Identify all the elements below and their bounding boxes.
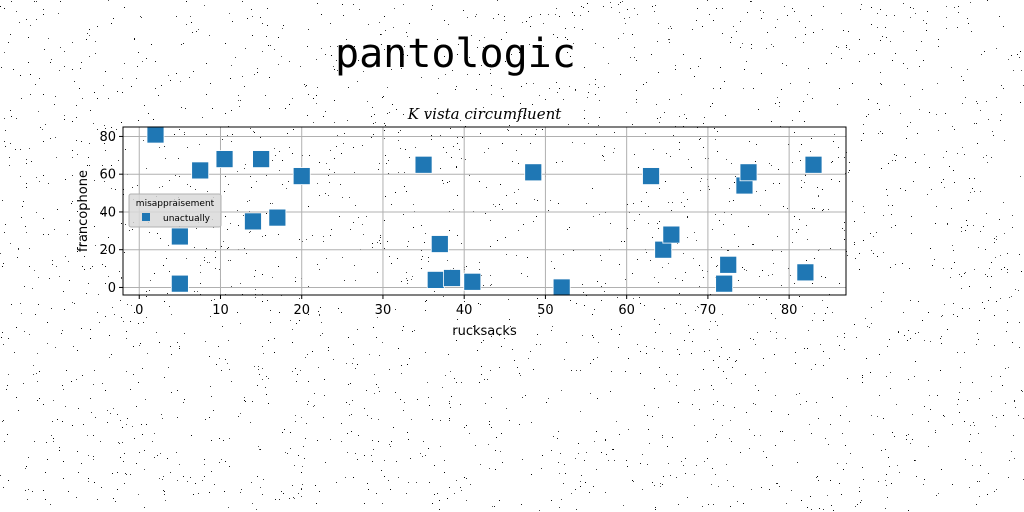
scatter-point — [662, 225, 681, 244]
y-tick-label: 40 — [99, 205, 116, 220]
scatter-point — [552, 278, 571, 297]
x-tick-label: 20 — [293, 303, 310, 318]
scatter-point — [292, 167, 311, 185]
scatter-point — [215, 150, 234, 168]
x-tick-label: 0 — [135, 303, 143, 318]
scatter-point — [191, 161, 210, 180]
legend-box — [128, 193, 222, 228]
scatter-point — [430, 235, 449, 253]
y-tick-label: 20 — [99, 243, 116, 258]
scatter-point — [715, 274, 734, 293]
scatter-point — [443, 269, 461, 287]
y-tick-label: 60 — [99, 168, 116, 183]
legend: misappraisement unactually — [128, 193, 222, 228]
legend-title: misappraisement — [136, 199, 215, 209]
x-tick-label: 30 — [375, 303, 392, 318]
scatter-point — [654, 240, 673, 259]
grid-lines — [123, 127, 846, 295]
y-axis-label: francophone — [76, 170, 91, 252]
scatter-point — [146, 125, 165, 144]
x-tick-label: 60 — [618, 303, 635, 318]
scatter-point — [642, 167, 660, 185]
legend-swatch — [142, 213, 150, 221]
x-tick-label: 50 — [537, 303, 554, 318]
plot-frame — [122, 126, 847, 296]
y-tick-label: 80 — [99, 130, 116, 145]
scatter-point — [426, 270, 445, 289]
legend-entry-label: unactually — [163, 214, 211, 224]
axis-ticks: 0 10 20 30 40 50 60 70 80 0 20 40 60 80 — [99, 130, 797, 318]
y-tick-label: 0 — [108, 281, 116, 296]
scatter-point — [414, 155, 433, 174]
x-tick-label: 10 — [212, 303, 229, 318]
scatter-point — [244, 212, 262, 231]
scatter-point — [796, 263, 815, 282]
scatter-point — [252, 150, 271, 168]
scatter-point — [804, 155, 823, 174]
scatter-points — [146, 125, 823, 297]
scatter-point — [170, 227, 189, 246]
scatter-point — [719, 255, 738, 274]
x-tick-label: 70 — [700, 303, 717, 318]
x-axis-label: rucksacks — [452, 324, 517, 339]
x-tick-label: 40 — [456, 303, 473, 318]
scatter-point — [170, 274, 189, 293]
x-tick-label: 80 — [781, 303, 798, 318]
scatter-point — [524, 163, 543, 182]
scatter-point — [268, 208, 287, 227]
scatter-point — [463, 272, 482, 291]
chart-title: K vista circumfluent — [407, 105, 563, 123]
scatter-point — [739, 163, 758, 182]
page-title: pantologic — [335, 31, 576, 77]
